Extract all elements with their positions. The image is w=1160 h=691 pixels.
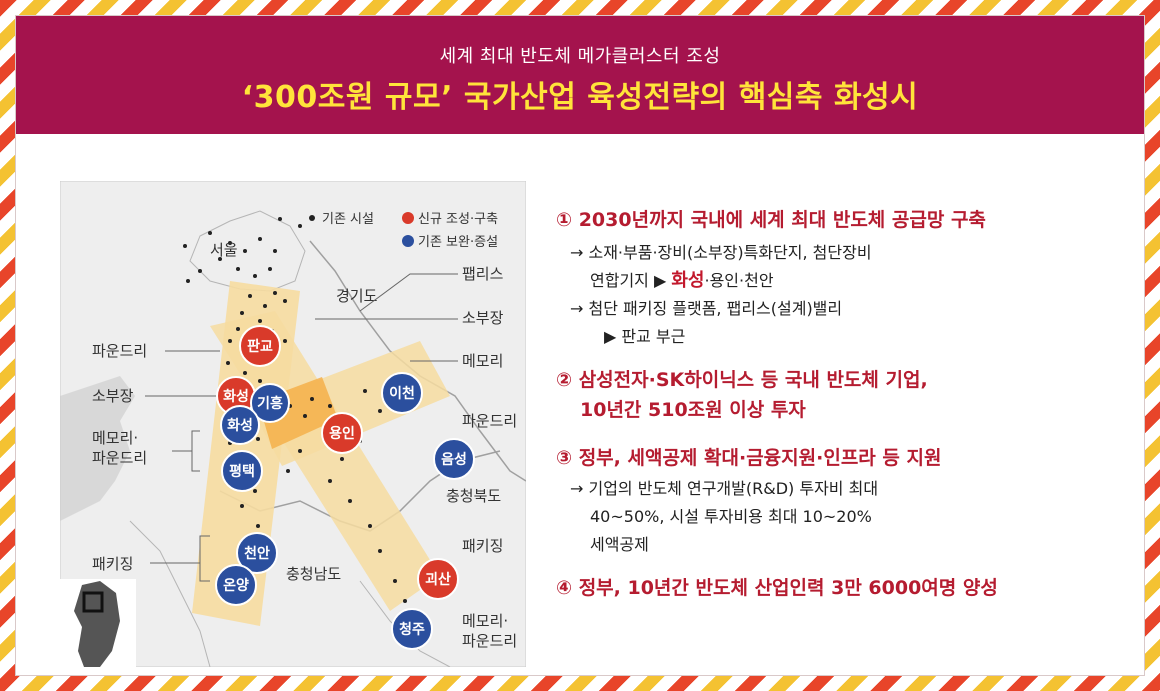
region-chungnam: 충청남도 — [286, 565, 341, 583]
point-1-line-1: → 소재·부품·장비(소부장)특화단지, 첨단장비 — [570, 243, 872, 262]
legend-existing-label: 기존 시설 — [322, 212, 374, 227]
svg-text:천안: 천안 — [244, 545, 270, 562]
label-fabless: 팹리스 — [462, 265, 504, 283]
city-pyeongtaek: 평택 — [221, 450, 263, 492]
city-icheon: 이천 — [381, 372, 423, 414]
svg-text:청주: 청주 — [399, 622, 425, 638]
svg-text:화성: 화성 — [223, 389, 249, 405]
city-goesan: 괴산 — [417, 558, 459, 600]
label-memory-foundry-right-2: 파운드리 — [462, 632, 517, 650]
svg-text:이천: 이천 — [389, 385, 415, 402]
svg-text:화성: 화성 — [227, 418, 253, 434]
legend-reinforce-marker — [402, 235, 414, 247]
point-1-line-2a: 연합기지 ▶ — [590, 271, 672, 290]
label-packaging-left: 패키징 — [92, 555, 133, 573]
header-title: ‘300조원 규모’ 국가산업 육성전략의 핵심축 화성시 — [241, 80, 919, 115]
city-cheonan: 천안 — [236, 532, 278, 574]
region-seoul: 서울 — [210, 241, 238, 259]
label-foundry-right: 파운드리 — [462, 412, 517, 430]
city-onyang: 온양 — [215, 564, 257, 606]
label-sobujang-right: 소부장 — [462, 309, 504, 327]
region-chungbuk: 충청북도 — [446, 487, 501, 505]
point-3-line-3: 세액공제 — [590, 535, 649, 554]
city-pangyo: 판교 — [239, 325, 281, 367]
point-1-title: ① 2030년까지 국내에 세계 최대 반도체 공급망 구축 — [556, 209, 986, 231]
point-4-title: ④ 정부, 10년간 반도체 산업인력 3만 6000여명 양성 — [556, 577, 998, 599]
header-subtitle: 세계 최대 반도체 메가클러스터 조성 — [439, 46, 721, 67]
point-3-line-2: 40~50%, 시설 투자비용 최대 10~20% — [590, 507, 872, 526]
legend-reinforce-label: 기존 보완·증설 — [418, 235, 498, 250]
point-2-title-2: 10년간 510조원 이상 투자 — [580, 399, 806, 421]
semiconductor-cluster-map: 기존 시설 신규 조성·구축 기존 보완·증설 서울 경기도 충청북도 충청남도… — [60, 181, 526, 667]
header-banner: 세계 최대 반도체 메가클러스터 조성 ‘300조원 규모’ 국가산업 육성전략… — [16, 16, 1144, 134]
point-3-title: ③ 정부, 세액공제 확대·금융지원·인프라 등 지원 — [556, 447, 942, 469]
point-3-line-1: → 기업의 반도체 연구개발(R&D) 투자비 최대 — [570, 479, 879, 498]
legend-new-marker — [402, 212, 414, 224]
border-seoul — [189, 210, 306, 292]
sea-area-west — [60, 376, 135, 521]
svg-text:음성: 음성 — [441, 452, 467, 468]
point-1-line-4: ▶ 판교 부근 — [604, 327, 686, 346]
point-2-title-1: ② 삼성전자·SK하이닉스 등 국내 반도체 기업, — [556, 369, 928, 391]
legend-new-label: 신규 조성·구축 — [418, 212, 498, 227]
point-1-line-3: → 첨단 패키징 플랫폼, 팹리스(설계)밸리 — [570, 299, 843, 318]
label-memory-foundry-right-1: 메모리· — [462, 612, 508, 630]
city-eumseong: 음성 — [433, 438, 475, 480]
svg-text:평택: 평택 — [229, 463, 255, 480]
point-1-hwaseong-highlight: 화성 — [671, 270, 705, 291]
label-foundry-left: 파운드리 — [92, 342, 147, 360]
svg-text:판교: 판교 — [247, 339, 273, 355]
map-svg: 기존 시설 신규 조성·구축 기존 보완·증설 서울 경기도 충청북도 충청남도… — [60, 181, 526, 667]
point-1-line-2c: ·용인·천안 — [704, 271, 774, 290]
city-giheung: 기흥 — [250, 383, 290, 423]
korea-inset-map — [60, 579, 136, 667]
label-packaging-right: 패키징 — [462, 537, 503, 555]
label-memory-foundry-left-2: 파운드리 — [92, 449, 147, 467]
svg-text:용인: 용인 — [329, 425, 355, 442]
point-1-line-2: 연합기지 ▶ 화성·용인·천안 — [590, 268, 774, 294]
label-memory-foundry-left-1: 메모리· — [92, 429, 138, 447]
content-frame: 세계 최대 반도체 메가클러스터 조성 ‘300조원 규모’ 국가산업 육성전략… — [16, 16, 1144, 675]
city-hwaseong: 화성 — [220, 405, 260, 445]
label-sobujang-left: 소부장 — [92, 387, 134, 405]
region-gyeonggi: 경기도 — [336, 287, 378, 305]
svg-text:온양: 온양 — [223, 578, 249, 594]
existing-facility-dots — [183, 217, 407, 603]
label-memory-right: 메모리 — [462, 352, 503, 370]
svg-text:기흥: 기흥 — [257, 395, 283, 412]
svg-text:괴산: 괴산 — [425, 571, 451, 588]
city-yongin: 용인 — [321, 412, 363, 454]
city-cheongju: 청주 — [391, 608, 433, 650]
